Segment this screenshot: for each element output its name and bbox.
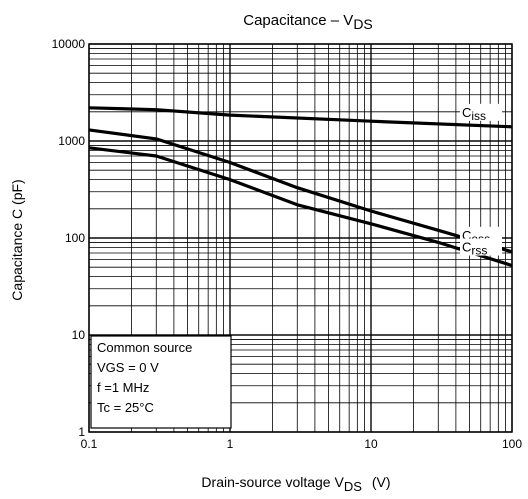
x-axis-label-sub: DS [344,479,362,494]
y-tick-label: 100 [65,231,85,245]
y-tick-label: 1 [78,425,85,439]
x-tick-label: 0.1 [81,437,98,451]
y-tick-label: 10000 [52,37,86,51]
annotation-line-2: VGS = 0 V [97,360,159,375]
x-tick-label: 10 [364,437,378,451]
annotation-line-1: Common source [97,340,192,355]
series-label-sub: rss [471,244,487,258]
chart-title: Capacitance – VDS [243,12,373,32]
series-line-ciss [89,108,512,127]
series-line-coss [89,130,512,252]
annotation-line-3: f =1 MHz [97,380,149,395]
y-tick-label: 10 [72,328,86,342]
x-tick-label: 100 [502,437,522,451]
series-layer: CissCossCrss [89,104,512,266]
x-tick-label: 1 [227,437,234,451]
x-axis-label-unit: (V) [372,474,391,490]
chart-title-main: Capacitance – V [243,12,353,29]
y-tick-label: 1000 [58,134,85,148]
series-label-main: C [462,105,471,120]
series-label-main: C [462,240,471,255]
series-line-crss [89,148,512,266]
x-axis-label: Drain-source voltage VDS (V) [201,474,390,494]
y-axis-label: Capacitance C (pF) [9,179,25,300]
chart-title-sub: DS [353,16,372,32]
series-label-sub: iss [471,109,486,123]
x-axis-label-main: Drain-source voltage V [201,474,344,490]
annotation-line-4: Tc = 25°C [97,400,154,415]
